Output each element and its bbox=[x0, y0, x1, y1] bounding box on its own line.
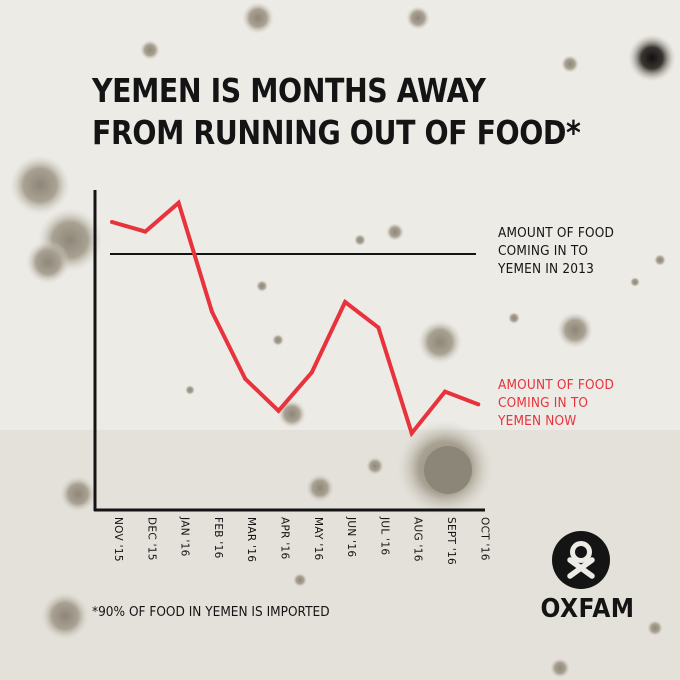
reference-line-label: AMOUNT OF FOOD COMING IN TO YEMEN IN 201… bbox=[498, 224, 614, 278]
x-tick-label: MAR '16 bbox=[245, 517, 257, 562]
oxfam-logo-icon bbox=[552, 531, 610, 589]
data-point bbox=[409, 431, 414, 436]
series-label-line-1: AMOUNT OF FOOD bbox=[498, 377, 615, 393]
series-points bbox=[110, 200, 481, 436]
x-tick-label: NOV '15 bbox=[112, 517, 124, 562]
chart-title: YEMEN IS MONTHS AWAY FROM RUNNING OUT OF… bbox=[92, 70, 581, 154]
x-tick-label: JUL '16 bbox=[378, 516, 390, 555]
chart-title-line-2: FROM RUNNING OUT OF FOOD* bbox=[92, 113, 581, 152]
bullet-holes bbox=[10, 2, 676, 678]
reference-label-line-1: AMOUNT OF FOOD bbox=[498, 225, 615, 241]
reference-label-line-3: YEMEN IN 2013 bbox=[498, 261, 595, 277]
reference-label-line-2: COMING IN TO bbox=[498, 243, 589, 259]
data-point bbox=[209, 309, 214, 314]
oxfam-logo-text: OXFAM bbox=[540, 594, 635, 624]
x-tick-label: FEB '16 bbox=[212, 517, 224, 559]
x-tick-label: MAY '16 bbox=[312, 517, 324, 561]
series-label-line-3: YEMEN NOW bbox=[498, 413, 577, 429]
data-point bbox=[176, 200, 181, 205]
data-point bbox=[443, 389, 447, 394]
oxfam-logo[interactable]: OXFAM bbox=[536, 530, 635, 624]
data-point bbox=[309, 370, 314, 375]
x-tick-labels: NOV '15 DEC '15 JAN '16 FEB '16 MAR '16 APR '… bbox=[112, 516, 490, 565]
x-tick-label: AUG '16 bbox=[412, 517, 424, 562]
data-point bbox=[110, 220, 114, 224]
data-point bbox=[476, 402, 481, 407]
chart-title-line-1: YEMEN IS MONTHS AWAY bbox=[92, 71, 486, 110]
series-line-now bbox=[111, 199, 480, 438]
series-label-now: AMOUNT OF FOOD COMING IN TO YEMEN NOW bbox=[498, 376, 614, 430]
data-point bbox=[343, 300, 348, 304]
x-tick-label: OCT '16 bbox=[478, 517, 490, 561]
x-tick-label: APR '16 bbox=[279, 517, 291, 560]
series-label-line-2: COMING IN TO bbox=[498, 395, 589, 411]
x-tick-label: SEPT '16 bbox=[445, 517, 457, 565]
data-point bbox=[376, 325, 381, 330]
footnote: *90% OF FOOD IN YEMEN IS IMPORTED bbox=[92, 604, 330, 620]
data-point bbox=[243, 376, 248, 381]
x-tick-label: JAN '16 bbox=[179, 516, 191, 557]
data-point bbox=[276, 408, 281, 413]
data-point bbox=[143, 229, 148, 234]
x-tick-label: DEC '15 bbox=[145, 517, 157, 561]
x-tick-label: JUN '16 bbox=[345, 516, 357, 557]
